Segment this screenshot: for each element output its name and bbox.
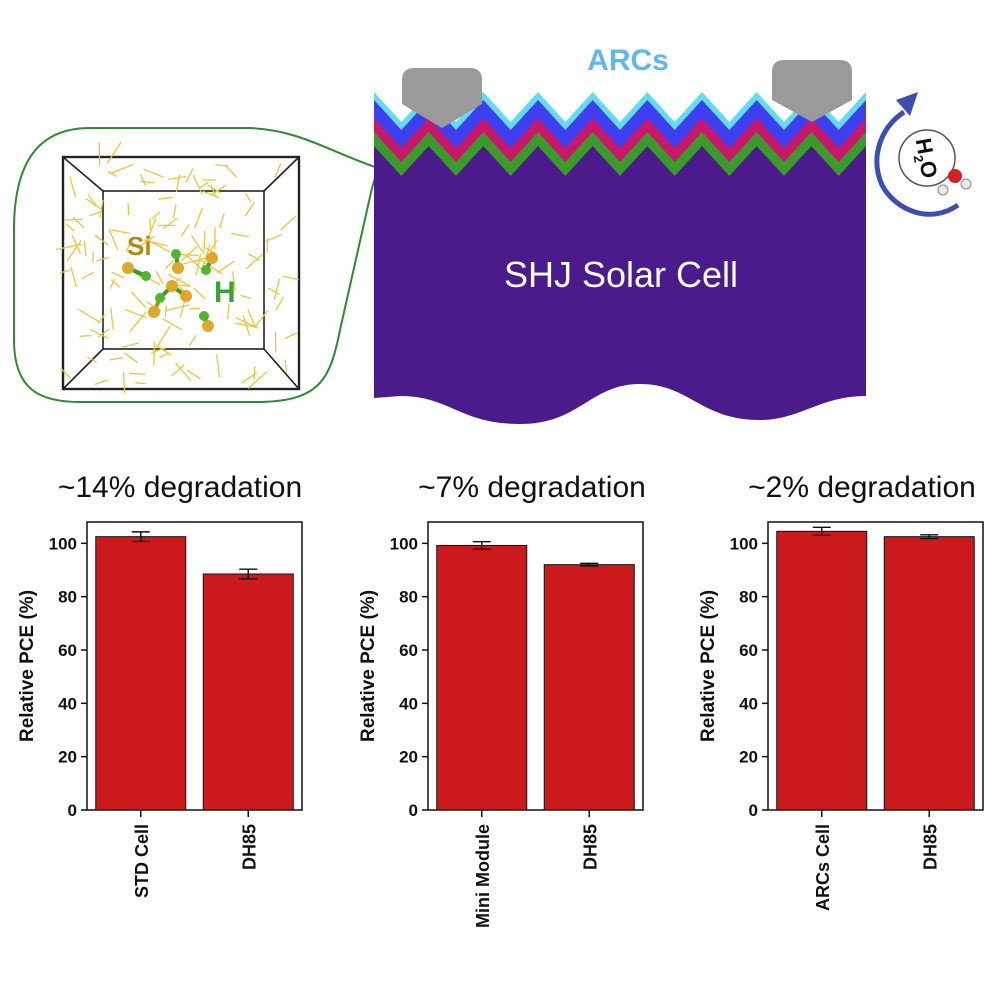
error-bar [472, 541, 491, 550]
y-tick-label: 20 [399, 748, 418, 767]
plot-frame [427, 521, 644, 811]
cell-label: SHJ Solar Cell [504, 254, 738, 295]
rotation-arrow-icon [874, 109, 960, 217]
error-bar [580, 562, 599, 567]
h-label: H [214, 276, 236, 309]
y-tick-label: 100 [49, 534, 77, 553]
degradation-charts: ~14% degradation 0 20 40 60 80 100 Relative PCE… [17, 471, 984, 928]
rotation-arrow-head [896, 92, 918, 116]
chart-title: ~2% degradation [748, 471, 976, 504]
error-bar [812, 526, 831, 537]
x-tick-label: Mini Module [473, 824, 493, 928]
y-tick-label: 100 [390, 534, 418, 553]
y-tick-label: 0 [749, 801, 758, 820]
water-molecule-icon: H2O [898, 129, 972, 196]
error-bar [131, 531, 150, 543]
y-tick-label: 80 [399, 588, 418, 607]
y-tick-label: 60 [739, 641, 758, 660]
callout-outline [13, 127, 380, 403]
bar-dh85 [543, 564, 635, 811]
y-tick-label: 100 [730, 534, 758, 553]
chart-title: ~14% degradation [58, 471, 302, 504]
chart-title: ~7% degradation [418, 471, 646, 504]
y-axis-label: Relative PCE (%) [358, 590, 379, 742]
shj-cell-body [374, 146, 866, 424]
bar-mini-module [436, 544, 528, 811]
error-bar [239, 568, 258, 580]
amorphous-silicon-lattice-icon: Si H [56, 141, 301, 394]
plot-frame [767, 521, 984, 811]
y-tick-label: 0 [409, 801, 418, 820]
y-tick-label: 80 [739, 588, 758, 607]
bar-dh85 [202, 573, 294, 811]
y-tick-label: 20 [58, 748, 77, 767]
x-tick-label: STD Cell [132, 824, 152, 898]
y-axis-label: Relative PCE (%) [17, 590, 38, 742]
water-label: H2O [908, 136, 943, 181]
y-tick-label: 40 [399, 694, 418, 713]
left-contact-finger [402, 68, 482, 128]
y-tick-label: 20 [739, 748, 758, 767]
solar-cell-stack: ARCs SHJ Solar Cell [374, 44, 866, 424]
error-bar [920, 534, 939, 540]
x-tick-label: DH85 [920, 824, 940, 870]
plot-frame [86, 521, 303, 811]
y-tick-label: 80 [58, 588, 77, 607]
bar-dh85 [883, 536, 975, 811]
right-contact-finger [772, 60, 852, 122]
y-axis-label: Relative PCE (%) [698, 590, 719, 742]
bar-std-cell [95, 536, 187, 811]
y-tick-label: 40 [58, 694, 77, 713]
si-h-cluster [122, 249, 218, 332]
water-molecule-group: H2O [874, 92, 972, 217]
x-tick-label: DH85 [580, 824, 600, 870]
chart-panel-1: ~14% degradation 0 20 40 60 80 100 Relative PCE… [17, 471, 303, 898]
si-label: Si [127, 231, 152, 261]
y-tick-label: 60 [399, 641, 418, 660]
chart-panel-3: ~2% degradation 0 20 40 60 80 100 Relative PCE … [698, 471, 984, 911]
y-tick-label: 40 [739, 694, 758, 713]
schematic: Si H ARCs SHJ Solar Cell [13, 44, 972, 424]
bar-arcs-cell [776, 530, 868, 811]
x-tick-label: ARCs Cell [813, 824, 833, 911]
x-tick-label: DH85 [239, 824, 259, 870]
y-tick-label: 0 [68, 801, 77, 820]
y-tick-label: 60 [58, 641, 77, 660]
arcs-label: ARCs [587, 44, 669, 77]
chart-panel-2: ~7% degradation 0 20 40 60 80 100 Relative PCE … [358, 471, 646, 928]
